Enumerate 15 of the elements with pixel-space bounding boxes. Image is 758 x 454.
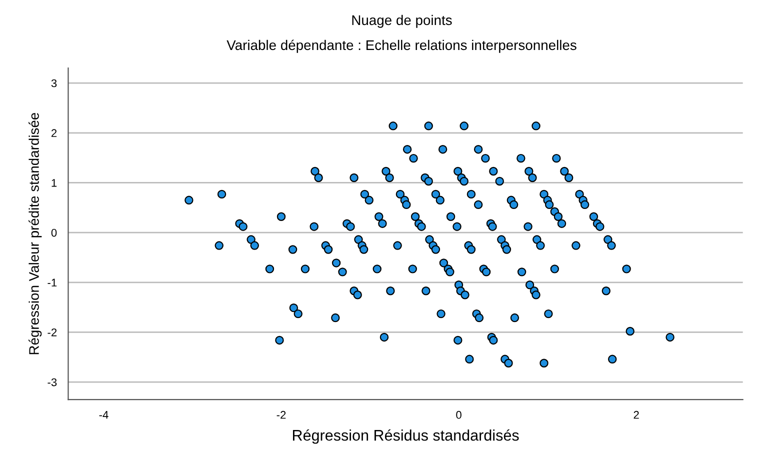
y-tick-label: -2	[48, 328, 57, 336]
x-tick-label: -4	[99, 411, 108, 419]
chart-title: Nuage de points	[352, 14, 452, 28]
y-tick-label: 3	[51, 79, 57, 88]
y-axis-title: Régression Valeur prédite standardisée	[28, 112, 42, 354]
y-tick-label: 2	[51, 129, 57, 137]
x-tick-label: 2	[634, 410, 639, 419]
x-tick-label: -2	[276, 410, 286, 419]
y-tick-label: 0	[51, 228, 57, 237]
y-tick-label: -3	[48, 378, 57, 386]
x-axis-title: Régression Résidus standardisés	[292, 429, 519, 444]
y-tick-label: 1	[52, 179, 57, 187]
chart-subtitle: Variable dépendante : Echelle relations interpersonnelles	[226, 40, 576, 53]
x-tick-label: 0	[456, 410, 462, 419]
y-tick-label: -1	[48, 278, 57, 286]
